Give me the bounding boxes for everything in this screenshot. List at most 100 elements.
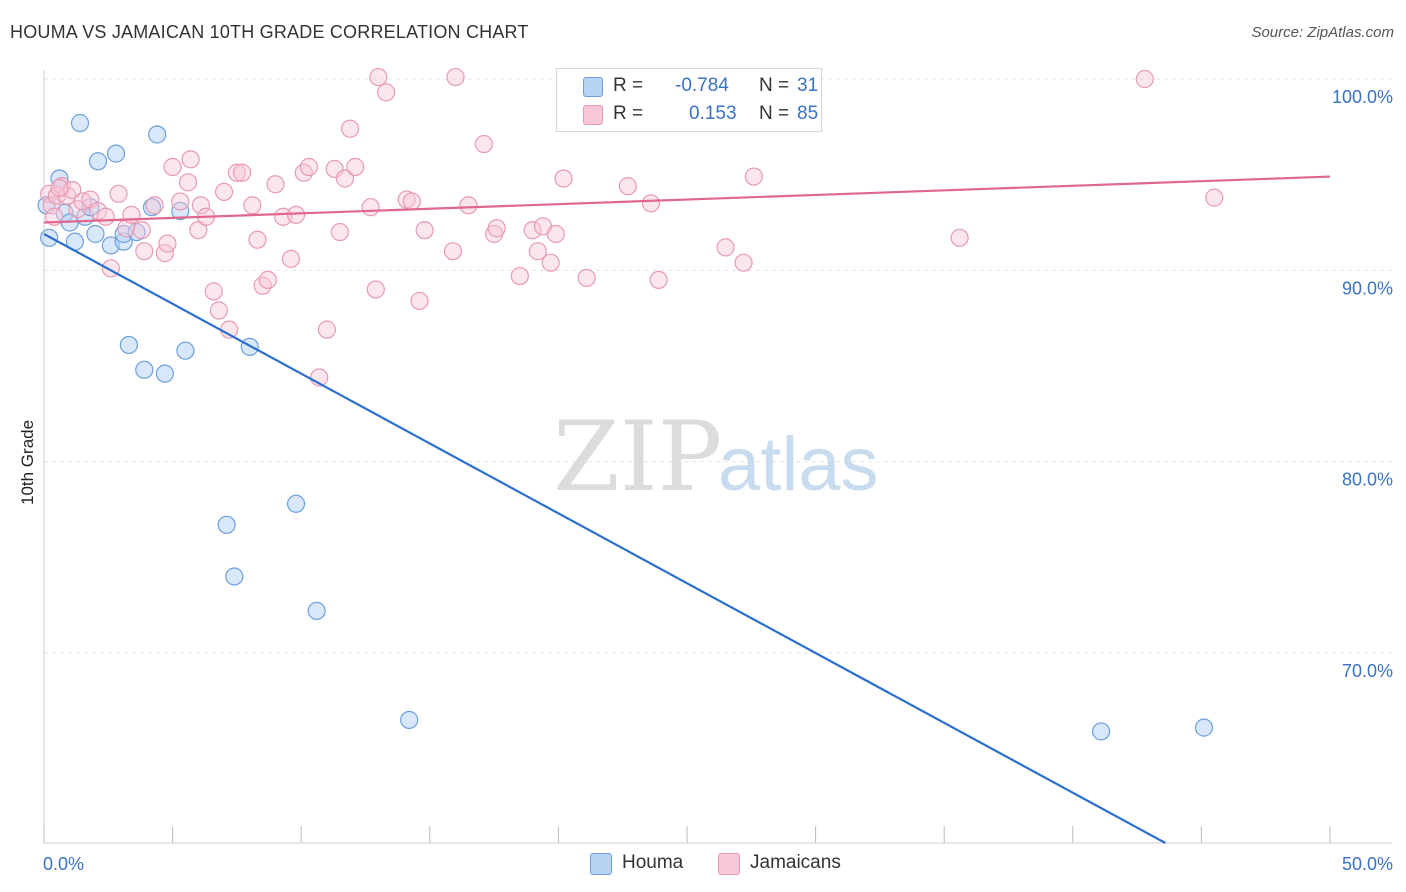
- jamaicans-point: [52, 177, 72, 196]
- jamaicans-point: [1135, 69, 1154, 89]
- houma-point: [142, 198, 162, 217]
- jamaicans-point: [641, 194, 661, 213]
- jamaicans-point: [369, 67, 388, 87]
- r-label: R =: [613, 75, 644, 96]
- jamaicans-point: [443, 242, 463, 261]
- jamaicans-point: [546, 224, 565, 244]
- jamaicans-point: [459, 196, 478, 215]
- jamaicans-point: [410, 291, 429, 311]
- jamaicans-point: [1205, 188, 1224, 207]
- jamaicans-trend-line: [43, 175, 1331, 224]
- jamaicans-point: [340, 119, 360, 138]
- correlation-legend: R = -0.784 N = 31 R = 0.153 N = 85: [556, 68, 822, 132]
- jamaicans-point: [294, 163, 313, 182]
- houma-legend-swatch: [590, 853, 612, 875]
- n-value: 31: [797, 75, 819, 96]
- jamaicans-point: [243, 196, 262, 215]
- houma-legend-label: Houma: [622, 852, 684, 873]
- jamaicans-point: [42, 196, 61, 215]
- jamaicans-point: [366, 280, 385, 299]
- jamaicans-point: [523, 221, 542, 240]
- houma-point: [155, 364, 174, 383]
- x-tick-label: 50.0%: [1342, 854, 1393, 874]
- jamaicans-point: [402, 192, 421, 211]
- jamaicans-point: [132, 221, 151, 240]
- y-tick-label: 80.0%: [1342, 470, 1393, 490]
- houma-point: [400, 710, 419, 730]
- chart-title: HOUMA VS JAMAICAN 10TH GRADE CORRELATION…: [10, 22, 529, 42]
- jamaicans-legend-label: Jamaicans: [750, 852, 841, 873]
- n-label: N =: [759, 75, 790, 96]
- houma-point: [88, 152, 108, 171]
- r-value: -0.784: [675, 75, 729, 96]
- jamaicans-point: [618, 177, 637, 196]
- jamaicans-point: [178, 173, 198, 192]
- jamaicans-point: [528, 242, 547, 261]
- jamaicans-point: [950, 228, 969, 247]
- houma-trend-line: [43, 233, 1166, 844]
- houma-point: [171, 201, 190, 221]
- houma-point: [1091, 722, 1111, 741]
- houma-point: [106, 144, 126, 163]
- jamaicans-point: [122, 205, 141, 224]
- jamaicans-swatch: [583, 105, 603, 125]
- jamaicans-point: [286, 205, 306, 224]
- r-value: 0.153: [689, 103, 737, 124]
- jamaicans-point: [446, 67, 465, 87]
- jamaicans-point: [214, 182, 234, 201]
- jamaicans-point: [376, 83, 396, 102]
- jamaicans-point: [266, 175, 285, 194]
- houma-point: [217, 515, 236, 534]
- houma-point: [176, 341, 195, 360]
- jamaicans-point: [189, 221, 208, 240]
- jamaicans-point: [317, 320, 337, 339]
- jamaicans-point: [487, 219, 506, 238]
- houma-swatch: [583, 77, 603, 97]
- tick-labels: 100.0% 90.0% 80.0% 70.0% 0.0% 50.0%: [43, 87, 1393, 874]
- jamaicans-point: [227, 163, 246, 182]
- jamaicans-point: [50, 178, 69, 198]
- n-label: N =: [759, 103, 790, 124]
- jamaicans-point: [474, 134, 493, 154]
- jamaicans-point: [232, 163, 252, 182]
- houma-point: [86, 224, 105, 244]
- jamaicans-point: [96, 207, 115, 226]
- jamaicans-point: [248, 230, 267, 249]
- jamaicans-point: [299, 157, 319, 177]
- jamaicans-point: [577, 268, 596, 288]
- axes: [43, 70, 1392, 844]
- jamaicans-point: [109, 184, 128, 203]
- jamaicans-point: [346, 157, 365, 177]
- jamaicans-point: [191, 196, 210, 215]
- houma-point: [307, 601, 326, 621]
- jamaicans-point: [541, 253, 560, 272]
- jamaicans-point: [209, 301, 228, 320]
- jamaicans-point: [335, 169, 355, 188]
- jamaicans-point: [181, 150, 200, 169]
- jamaicans-point: [171, 192, 190, 211]
- houma-point: [286, 494, 306, 513]
- houma-point: [135, 360, 154, 379]
- y-tick-label: 100.0%: [1332, 87, 1393, 107]
- jamaicans-point: [163, 157, 182, 177]
- jamaicans-point: [158, 234, 177, 253]
- jamaicans-point: [554, 169, 573, 188]
- jamaicans-point: [744, 167, 763, 186]
- jamaicans-point: [716, 238, 735, 257]
- jamaicans-point: [253, 276, 272, 295]
- jamaicans-points: [40, 67, 1224, 387]
- jamaicans-point: [649, 270, 668, 289]
- jamaicans-point: [135, 242, 154, 261]
- jamaicans-legend-swatch: [718, 853, 740, 875]
- jamaicans-point: [510, 266, 529, 286]
- jamaicans-point: [281, 249, 301, 268]
- jamaicans-point: [204, 282, 223, 301]
- watermark-zip: ZIP: [553, 401, 722, 513]
- jamaicans-point: [734, 253, 753, 272]
- houma-point: [148, 125, 167, 144]
- y-tick-label: 90.0%: [1342, 278, 1393, 298]
- jamaicans-point: [361, 198, 380, 217]
- jamaicans-point: [330, 222, 349, 242]
- y-tick-label: 70.0%: [1342, 661, 1393, 681]
